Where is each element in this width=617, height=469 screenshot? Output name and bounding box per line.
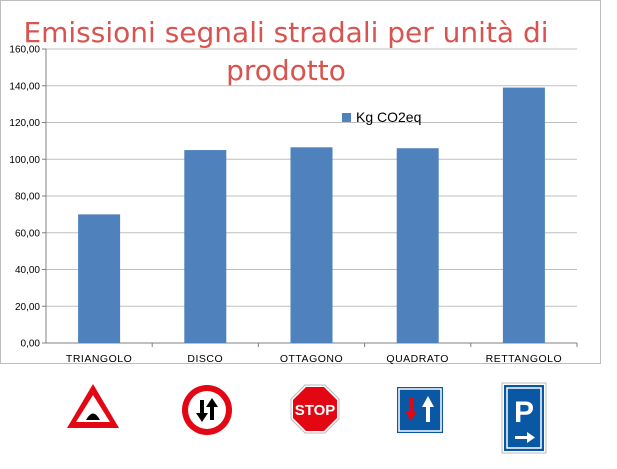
two-way-traffic-priority-disc-sign-icon [182,385,232,435]
x-axis-categories: TRIANGOLO DISCO OTTAGONO QUADRATO RETTANGOLO [66,353,562,364]
bars [78,87,545,344]
chart-title: Emissioni segnali stradali per unità di p… [23,16,548,87]
parking-letter: P [514,396,534,429]
bump-warning-triangle-sign-icon [67,384,119,428]
legend-label: Kg CO2eq [356,109,421,125]
bar-triangolo [78,214,121,343]
stop-octagon-sign-icon: STOP [290,384,340,434]
y-tick-label: 160,00 [9,45,40,56]
y-tick-label: 0,00 [21,339,41,350]
road-signs-row: STOP P [67,382,547,454]
bar-disco [184,150,227,343]
bar-ottagono [290,147,333,343]
x-category-label: RETTANGOLO [486,353,563,364]
stop-sign-text: STOP [295,402,336,419]
bar-quadrato [396,148,439,343]
x-category-label: QUADRATO [386,353,449,364]
x-category-label: DISCO [187,353,223,364]
bar-chart: Emissioni segnali stradali per unità di p… [9,16,578,364]
y-tick-label: 40,00 [15,265,40,276]
y-axis-ticks: 0,00 20,00 40,00 60,00 80,00 100,00 120,00 140,… [9,45,40,350]
y-tick-label: 140,00 [9,81,40,92]
legend-swatch [342,113,351,122]
y-tick-label: 20,00 [15,302,40,313]
x-category-label: OTTAGONO [280,353,343,364]
chart-title-line: prodotto [226,54,346,87]
bar-rettangolo [502,87,545,344]
y-tick-label: 80,00 [15,192,40,203]
y-tick-label: 120,00 [9,118,40,129]
chart-title-line: Emissioni segnali stradali per unità di [23,16,548,49]
parking-rectangle-sign-icon: P [501,382,547,454]
right-of-way-square-sign-icon [397,387,443,433]
x-category-label: TRIANGOLO [66,353,132,364]
y-tick-label: 100,00 [9,155,40,166]
legend: Kg CO2eq [342,109,421,125]
y-tick-label: 60,00 [15,228,40,239]
